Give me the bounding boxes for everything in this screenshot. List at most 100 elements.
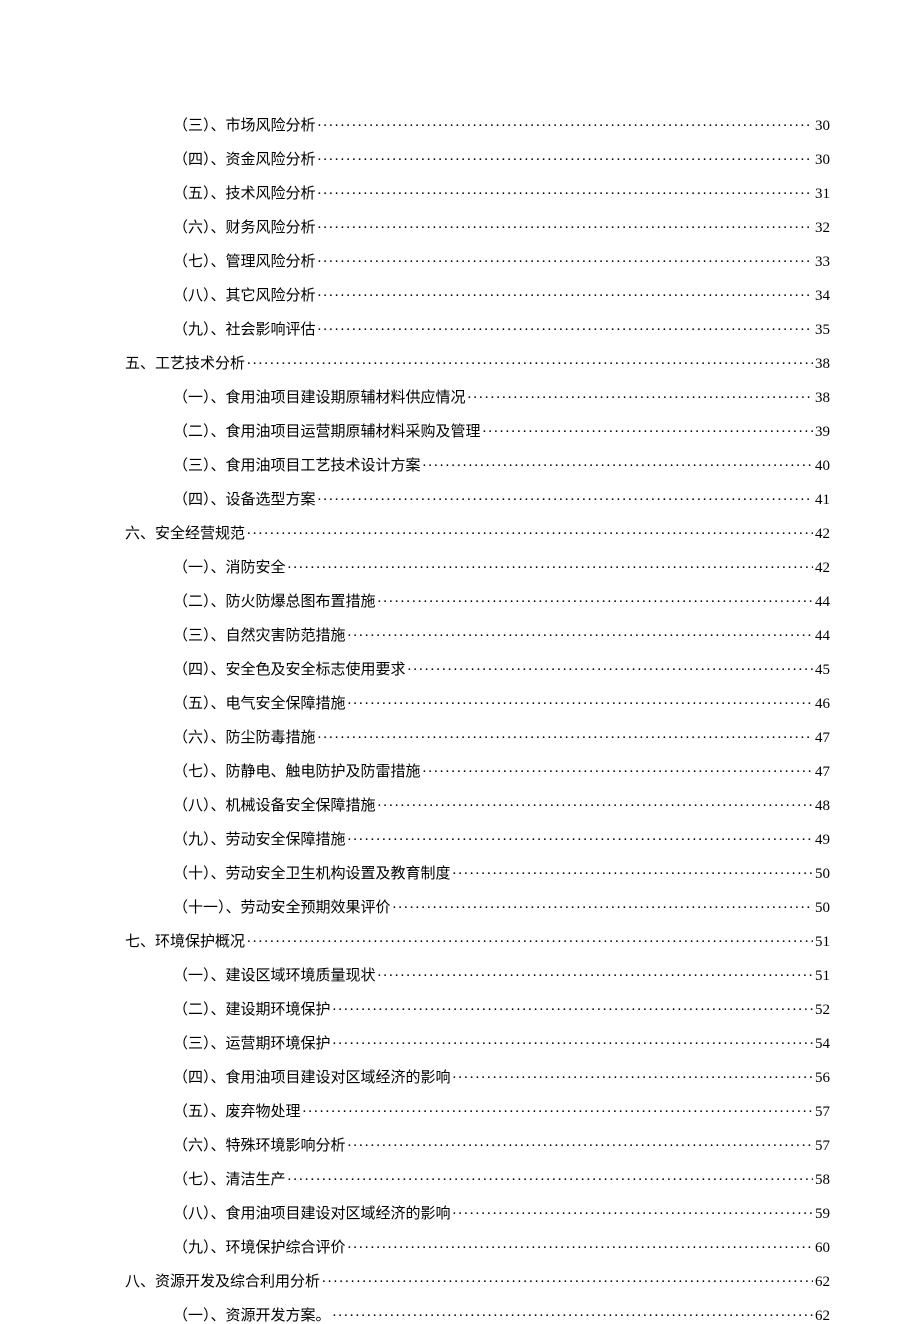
toc-entry-label: （七）、清洁生产 <box>173 1173 286 1188</box>
toc-entry-label: 六、安全经营规范 <box>125 527 245 542</box>
toc-entry-page: 47 <box>815 765 830 780</box>
toc-entry-page: 30 <box>815 119 830 134</box>
toc-entry-label: （三）、市场风险分析 <box>173 119 316 134</box>
toc-entry-label: （一）、消防安全 <box>173 561 286 576</box>
toc-leader-dots <box>322 1271 813 1286</box>
toc-entry: （四）、安全色及安全标志使用要求45 <box>173 659 830 678</box>
toc-entry: （七）、清洁生产58 <box>173 1169 830 1188</box>
toc-leader-dots <box>393 897 813 912</box>
toc-entry-page: 50 <box>815 901 830 916</box>
toc-entry-page: 51 <box>815 969 830 984</box>
toc-entry: （九）、劳动安全保障措施 49 <box>173 829 830 848</box>
toc-entry: （二）、建设期环境保护 52 <box>173 999 830 1018</box>
toc-entry-page: 38 <box>815 357 830 372</box>
toc-entry-page: 59 <box>815 1207 830 1222</box>
toc-entry-page: 30 <box>815 153 830 168</box>
toc-entry-label: （二）、防火防爆总图布置措施 <box>173 595 376 610</box>
toc-entry: （一）、资源开发方案。 62 <box>173 1305 830 1324</box>
toc-entry-page: 34 <box>815 289 830 304</box>
toc-leader-dots <box>247 523 813 538</box>
toc-entry: （九）、社会影响评估35 <box>173 319 830 338</box>
toc-entry: （九）、环境保护综合评价60 <box>173 1237 830 1256</box>
toc-leader-dots <box>333 1033 813 1048</box>
toc-leader-dots <box>348 693 813 708</box>
toc-leader-dots <box>378 965 813 980</box>
toc-entry-label: （九）、劳动安全保障措施 <box>173 833 346 848</box>
toc-entry-label: （三）、自然灾害防范措施 <box>173 629 346 644</box>
toc-entry-page: 51 <box>815 935 830 950</box>
toc-entry: （七）、管理风险分析 33 <box>173 251 830 270</box>
toc-entry: （十）、劳动安全卫生机构设置及教育制度 50 <box>173 863 830 882</box>
toc-entry-label: 七、环境保护概况 <box>125 935 245 950</box>
toc-entry: （三）、食用油项目工艺技术设计方案 40 <box>173 455 830 474</box>
toc-entry-page: 62 <box>815 1275 830 1290</box>
toc-entry: （一）、消防安全42 <box>173 557 830 576</box>
toc-leader-dots <box>453 863 813 878</box>
toc-entry-page: 48 <box>815 799 830 814</box>
toc-entry-label: （二）、建设期环境保护 <box>173 1003 331 1018</box>
toc-leader-dots <box>303 1101 813 1116</box>
toc-entry-page: 38 <box>815 391 830 406</box>
toc-entry: （一）、食用油项目建设期原辅材料供应情况 38 <box>173 387 830 406</box>
toc-entry-page: 50 <box>815 867 830 882</box>
toc-entry-label: （四）、安全色及安全标志使用要求 <box>173 663 406 678</box>
toc-entry: （八）、食用油项目建设对区域经济的影响 59 <box>173 1203 830 1222</box>
toc-entry-page: 57 <box>815 1105 830 1120</box>
toc-entry-page: 56 <box>815 1071 830 1086</box>
toc-entry-label: 五、工艺技术分析 <box>125 357 245 372</box>
toc-entry-label: （一）、资源开发方案。 <box>173 1309 331 1324</box>
toc-leader-dots <box>318 319 813 334</box>
toc-entry-page: 42 <box>815 527 830 542</box>
toc-leader-dots <box>318 251 813 266</box>
toc-entry-page: 40 <box>815 459 830 474</box>
toc-entry-label: （六）、特殊环境影响分析 <box>173 1139 346 1154</box>
toc-leader-dots <box>318 115 813 130</box>
toc-entry-label: （四）、设备选型方案 <box>173 493 316 508</box>
toc-entry: （四）、食用油项目建设对区域经济的影响56 <box>173 1067 830 1086</box>
toc-entry-label: （六）、防尘防毒措施 <box>173 731 316 746</box>
toc-entry-page: 54 <box>815 1037 830 1052</box>
toc-entry-page: 44 <box>815 629 830 644</box>
toc-entry-label: 八、资源开发及综合利用分析 <box>125 1275 320 1290</box>
table-of-contents: （三）、市场风险分析30（四）、资金风险分析30（五）、技术风险分析31（六）、… <box>125 115 830 1324</box>
toc-entry-page: 31 <box>815 187 830 202</box>
toc-leader-dots <box>408 659 813 674</box>
toc-entry-label: （六）、财务风险分析 <box>173 221 316 236</box>
toc-entry-page: 41 <box>815 493 830 508</box>
toc-entry-label: （九）、环境保护综合评价 <box>173 1241 346 1256</box>
toc-entry: （六）、防尘防毒措施47 <box>173 727 830 746</box>
toc-leader-dots <box>333 999 813 1014</box>
toc-leader-dots <box>348 1237 813 1252</box>
toc-entry-page: 49 <box>815 833 830 848</box>
toc-entry-page: 33 <box>815 255 830 270</box>
toc-leader-dots <box>468 387 813 402</box>
toc-entry: （六）、财务风险分析32 <box>173 217 830 236</box>
toc-entry-label: （五）、电气安全保障措施 <box>173 697 346 712</box>
toc-entry-page: 52 <box>815 1003 830 1018</box>
toc-leader-dots <box>423 761 813 776</box>
toc-entry-label: （八）、机械设备安全保障措施 <box>173 799 376 814</box>
toc-entry: （四）、资金风险分析30 <box>173 149 830 168</box>
toc-entry: （三）、市场风险分析 30 <box>173 115 830 134</box>
toc-entry: （五）、废弃物处理57 <box>173 1101 830 1120</box>
toc-entry: 七、环境保护概况 51 <box>125 931 830 950</box>
toc-entry: （五）、电气安全保障措施 46 <box>173 693 830 712</box>
toc-leader-dots <box>318 285 813 300</box>
toc-entry-label: （十）、劳动安全卫生机构设置及教育制度 <box>173 867 451 882</box>
toc-entry: （二）、食用油项目运营期原辅材料采购及管理39 <box>173 421 830 440</box>
toc-entry-label: （七）、管理风险分析 <box>173 255 316 270</box>
toc-entry: 五、工艺技术分析 38 <box>125 353 830 372</box>
toc-entry: （八）、其它风险分析34 <box>173 285 830 304</box>
toc-entry-page: 62 <box>815 1309 830 1324</box>
toc-entry-label: （八）、食用油项目建设对区域经济的影响 <box>173 1207 451 1222</box>
toc-entry-label: （一）、食用油项目建设期原辅材料供应情况 <box>173 391 466 406</box>
toc-entry-page: 35 <box>815 323 830 338</box>
toc-entry-label: （三）、食用油项目工艺技术设计方案 <box>173 459 421 474</box>
toc-entry: （八）、机械设备安全保障措施 48 <box>173 795 830 814</box>
toc-leader-dots <box>318 727 813 742</box>
toc-entry-label: （二）、食用油项目运营期原辅材料采购及管理 <box>173 425 481 440</box>
toc-leader-dots <box>318 183 813 198</box>
toc-entry-page: 46 <box>815 697 830 712</box>
toc-leader-dots <box>247 931 813 946</box>
toc-entry: （一）、建设区域环境质量现状51 <box>173 965 830 984</box>
